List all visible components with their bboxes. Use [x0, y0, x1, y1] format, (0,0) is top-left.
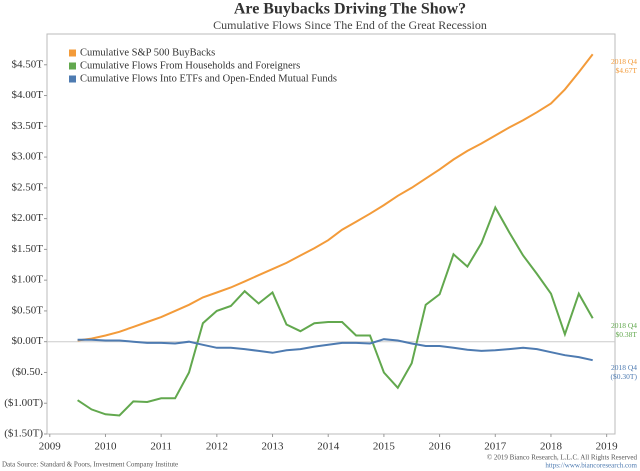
x-tick-label: 2019 — [596, 441, 619, 453]
end-annotation: $0.38T — [616, 330, 638, 339]
chart-title: Are Buybacks Driving The Show? — [234, 1, 466, 18]
x-tick-label: 2010 — [94, 441, 117, 453]
x-tick-label: 2015 — [373, 441, 396, 453]
x-tick-label: 2011 — [150, 441, 172, 453]
end-annotation: 2018 Q4 — [611, 363, 637, 372]
legend-label: Cumulative Flows From Households and For… — [80, 60, 300, 71]
end-annotation: 2018 Q4 — [611, 321, 637, 330]
y-tick-label: $0.00T — [12, 335, 44, 347]
series-line — [77, 53, 594, 342]
y-tick-label: $4.50T — [12, 58, 44, 70]
legend-swatch — [69, 75, 76, 83]
y-tick-label: $1.50T — [12, 243, 44, 255]
x-tick-label: 2013 — [262, 441, 285, 453]
legend-label: Cumulative S&P 500 BuyBacks — [80, 47, 215, 58]
legend-swatch — [69, 62, 76, 70]
url: https://www.biancoresearch.com — [545, 462, 637, 470]
series-line — [77, 338, 593, 362]
y-tick-label: $3.00T — [12, 151, 44, 163]
x-tick-label: 2016 — [429, 441, 452, 453]
series-line — [77, 205, 594, 417]
x-tick-label: 2012 — [206, 441, 228, 453]
y-tick-label: ($1.50T) — [4, 428, 43, 440]
x-tick-label: 2017 — [484, 441, 507, 453]
plot-frame — [46, 33, 616, 435]
y-tick-label: $0.50T — [12, 304, 44, 316]
y-tick-label: $4.00T — [12, 89, 44, 101]
x-tick-label: 2009 — [39, 441, 62, 453]
y-tick-label: $1.00T — [12, 274, 44, 286]
y-tick-label: ($0.50. — [12, 366, 43, 378]
end-annotation: $4.67T — [616, 66, 638, 75]
end-annotation: 2018 Q4 — [611, 57, 637, 66]
legend-swatch — [69, 49, 76, 57]
x-tick-label: 2018 — [540, 441, 563, 453]
copyright: © 2019 Bianco Research, L.L.C. All Right… — [487, 454, 638, 462]
legend-label: Cumulative Flows Into ETFs and Open-Ende… — [80, 73, 337, 84]
chart-subtitle: Cumulative Flows Since The End of the Gr… — [213, 18, 487, 32]
y-tick-label: $2.00T — [12, 212, 44, 224]
y-tick-label: $2.50T — [12, 181, 44, 193]
x-tick-label: 2014 — [317, 441, 340, 453]
source: Data Source: Standard & Poors, Investmen… — [2, 461, 178, 469]
end-annotation: ($0.30T) — [611, 372, 638, 381]
y-tick-label: ($1.00T) — [4, 397, 43, 409]
y-tick-label: $3.50T — [12, 120, 44, 132]
